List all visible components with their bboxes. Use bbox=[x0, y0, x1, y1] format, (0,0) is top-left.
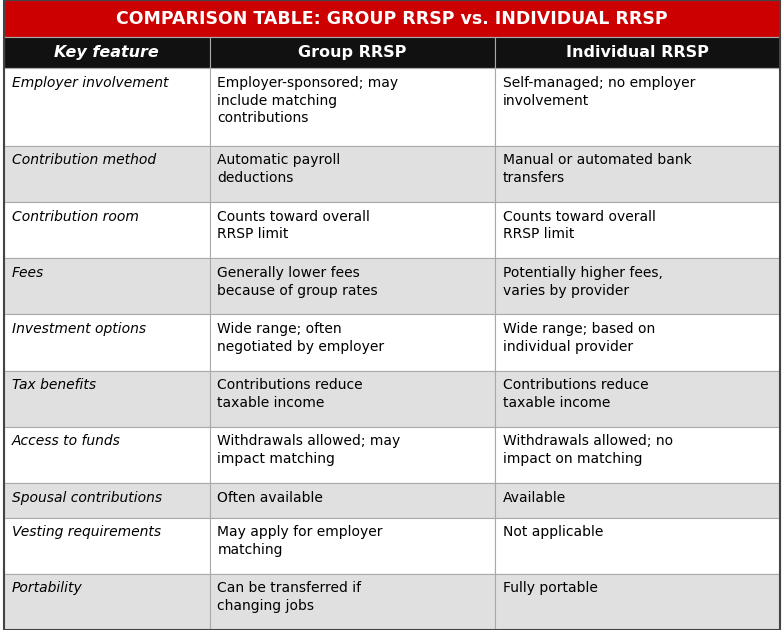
Text: Contributions reduce
taxable income: Contributions reduce taxable income bbox=[217, 378, 363, 410]
Text: Individual RRSP: Individual RRSP bbox=[566, 45, 709, 60]
Text: Employer-sponsored; may
include matching
contributions: Employer-sponsored; may include matching… bbox=[217, 76, 398, 125]
FancyBboxPatch shape bbox=[4, 574, 209, 630]
FancyBboxPatch shape bbox=[495, 483, 780, 518]
Text: Tax benefits: Tax benefits bbox=[12, 378, 96, 392]
Text: Self-managed; no employer
involvement: Self-managed; no employer involvement bbox=[503, 76, 695, 108]
FancyBboxPatch shape bbox=[495, 37, 780, 68]
Text: Employer involvement: Employer involvement bbox=[12, 76, 169, 89]
FancyBboxPatch shape bbox=[4, 370, 209, 427]
FancyBboxPatch shape bbox=[495, 68, 780, 146]
Text: Contribution room: Contribution room bbox=[12, 210, 139, 224]
FancyBboxPatch shape bbox=[4, 202, 209, 258]
Text: Manual or automated bank
transfers: Manual or automated bank transfers bbox=[503, 153, 691, 185]
FancyBboxPatch shape bbox=[4, 68, 209, 146]
FancyBboxPatch shape bbox=[4, 314, 209, 370]
FancyBboxPatch shape bbox=[209, 574, 495, 630]
FancyBboxPatch shape bbox=[4, 37, 209, 68]
Text: Contributions reduce
taxable income: Contributions reduce taxable income bbox=[503, 378, 648, 410]
FancyBboxPatch shape bbox=[4, 0, 780, 37]
Text: Group RRSP: Group RRSP bbox=[298, 45, 407, 60]
FancyBboxPatch shape bbox=[4, 518, 209, 574]
Text: Fully portable: Fully portable bbox=[503, 581, 598, 595]
Text: Available: Available bbox=[503, 491, 566, 505]
Text: May apply for employer
matching: May apply for employer matching bbox=[217, 525, 383, 557]
FancyBboxPatch shape bbox=[209, 68, 495, 146]
FancyBboxPatch shape bbox=[209, 518, 495, 574]
Text: Counts toward overall
RRSP limit: Counts toward overall RRSP limit bbox=[217, 210, 370, 241]
Text: Access to funds: Access to funds bbox=[12, 434, 121, 449]
FancyBboxPatch shape bbox=[4, 258, 209, 314]
FancyBboxPatch shape bbox=[495, 574, 780, 630]
FancyBboxPatch shape bbox=[209, 483, 495, 518]
Text: Investment options: Investment options bbox=[12, 322, 146, 336]
FancyBboxPatch shape bbox=[209, 258, 495, 314]
FancyBboxPatch shape bbox=[209, 146, 495, 202]
Text: Wide range; often
negotiated by employer: Wide range; often negotiated by employer bbox=[217, 322, 385, 354]
FancyBboxPatch shape bbox=[209, 370, 495, 427]
Text: Not applicable: Not applicable bbox=[503, 525, 604, 539]
FancyBboxPatch shape bbox=[4, 483, 209, 518]
FancyBboxPatch shape bbox=[209, 427, 495, 483]
Text: Counts toward overall
RRSP limit: Counts toward overall RRSP limit bbox=[503, 210, 656, 241]
Text: Wide range; based on
individual provider: Wide range; based on individual provider bbox=[503, 322, 655, 354]
Text: Key feature: Key feature bbox=[54, 45, 159, 60]
FancyBboxPatch shape bbox=[4, 146, 209, 202]
Text: Spousal contributions: Spousal contributions bbox=[12, 491, 162, 505]
Text: Generally lower fees
because of group rates: Generally lower fees because of group ra… bbox=[217, 266, 378, 297]
FancyBboxPatch shape bbox=[495, 146, 780, 202]
FancyBboxPatch shape bbox=[495, 518, 780, 574]
FancyBboxPatch shape bbox=[495, 202, 780, 258]
FancyBboxPatch shape bbox=[4, 427, 209, 483]
Text: Portability: Portability bbox=[12, 581, 82, 595]
Text: Potentially higher fees,
varies by provider: Potentially higher fees, varies by provi… bbox=[503, 266, 663, 297]
Text: COMPARISON TABLE: GROUP RRSP vs. INDIVIDUAL RRSP: COMPARISON TABLE: GROUP RRSP vs. INDIVID… bbox=[116, 9, 668, 28]
Text: Withdrawals allowed; may
impact matching: Withdrawals allowed; may impact matching bbox=[217, 434, 401, 466]
FancyBboxPatch shape bbox=[209, 202, 495, 258]
FancyBboxPatch shape bbox=[495, 427, 780, 483]
Text: Fees: Fees bbox=[12, 266, 44, 280]
Text: Automatic payroll
deductions: Automatic payroll deductions bbox=[217, 153, 341, 185]
Text: Contribution method: Contribution method bbox=[12, 153, 156, 168]
FancyBboxPatch shape bbox=[209, 314, 495, 370]
FancyBboxPatch shape bbox=[495, 370, 780, 427]
Text: Withdrawals allowed; no
impact on matching: Withdrawals allowed; no impact on matchi… bbox=[503, 434, 673, 466]
Text: Often available: Often available bbox=[217, 491, 323, 505]
Text: Vesting requirements: Vesting requirements bbox=[12, 525, 161, 539]
FancyBboxPatch shape bbox=[209, 37, 495, 68]
FancyBboxPatch shape bbox=[495, 258, 780, 314]
FancyBboxPatch shape bbox=[495, 314, 780, 370]
Text: Can be transferred if
changing jobs: Can be transferred if changing jobs bbox=[217, 581, 361, 613]
